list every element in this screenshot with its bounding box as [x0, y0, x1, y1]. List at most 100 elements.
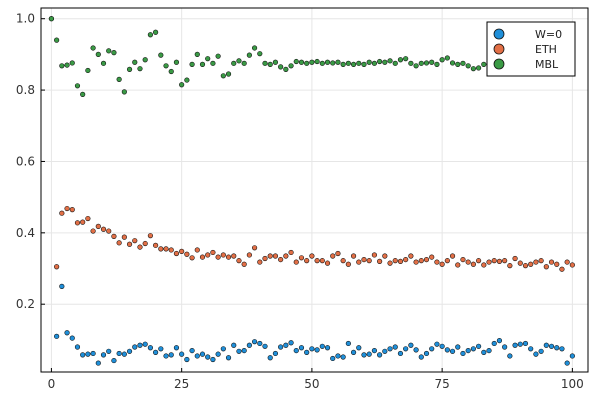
data-point	[350, 253, 357, 259]
data-point	[507, 353, 513, 359]
data-point	[382, 253, 388, 259]
data-point	[257, 340, 263, 347]
data-point	[54, 333, 60, 339]
data-point	[382, 59, 388, 65]
data-point	[126, 241, 133, 247]
legend-label: W=0	[535, 28, 562, 41]
x-tick-label: 75	[434, 377, 449, 391]
data-point	[548, 343, 555, 349]
data-point	[236, 258, 242, 264]
data-point	[111, 357, 117, 364]
data-point	[366, 59, 372, 65]
data-point	[392, 60, 398, 66]
data-point	[153, 242, 159, 248]
data-point	[449, 253, 456, 259]
plot-frame	[40, 7, 589, 373]
data-point	[111, 233, 117, 239]
data-point	[470, 346, 476, 352]
data-point	[564, 259, 570, 265]
data-point	[377, 58, 383, 65]
data-point	[189, 61, 195, 67]
data-point	[429, 59, 435, 65]
data-point	[215, 254, 221, 260]
data-point	[210, 356, 216, 363]
y-tick-label: 0.4	[16, 226, 35, 240]
grid-lines	[41, 8, 588, 372]
data-point	[267, 355, 273, 361]
data-point	[345, 340, 351, 347]
legend-marker	[493, 43, 505, 55]
data-point	[137, 342, 143, 348]
data-point	[231, 342, 237, 348]
data-point	[522, 340, 529, 347]
data-point	[528, 261, 534, 267]
data-point	[100, 352, 107, 358]
data-point	[444, 258, 450, 264]
data-point	[147, 32, 153, 38]
data-point	[59, 283, 65, 289]
data-point	[335, 59, 341, 65]
data-point	[132, 238, 138, 244]
axis-ticks: 0 25 50 75 100 0.2 0.4 0.6 0.8 1.0	[16, 12, 584, 391]
data-point	[278, 64, 284, 70]
data-point	[486, 347, 492, 354]
data-point	[392, 258, 398, 264]
data-point	[324, 345, 331, 351]
data-point	[184, 356, 190, 363]
data-point	[371, 347, 378, 354]
data-point	[163, 353, 169, 359]
data-point	[397, 350, 404, 357]
data-point	[168, 247, 174, 253]
data-point	[470, 261, 476, 267]
data-point	[366, 351, 372, 357]
x-tick-label: 0	[48, 377, 56, 391]
data-point	[85, 351, 91, 357]
data-point	[74, 344, 81, 350]
data-point	[90, 350, 96, 357]
data-point	[173, 345, 180, 351]
data-point	[455, 61, 461, 67]
data-point	[293, 259, 299, 265]
data-point	[225, 71, 232, 77]
data-point	[116, 350, 122, 357]
data-point	[278, 256, 284, 263]
data-point	[340, 258, 346, 264]
data-point	[106, 228, 112, 234]
data-point	[340, 354, 346, 360]
legend-marker	[493, 28, 505, 40]
data-point	[324, 59, 331, 65]
data-point	[215, 351, 221, 357]
data-point	[116, 76, 122, 82]
data-point	[142, 341, 148, 347]
data-point	[517, 260, 523, 266]
data-point	[298, 59, 305, 65]
data-point	[423, 256, 430, 263]
data-point	[126, 66, 133, 72]
data-point	[554, 345, 560, 351]
data-point	[502, 258, 508, 264]
data-point	[408, 342, 414, 348]
data-point	[418, 60, 424, 66]
data-point	[199, 351, 206, 357]
data-point	[64, 205, 70, 212]
data-point	[85, 215, 91, 222]
data-point	[309, 253, 315, 259]
data-point	[361, 61, 367, 67]
data-point	[262, 343, 268, 349]
data-point	[205, 354, 211, 360]
data-point	[559, 266, 565, 272]
data-point	[543, 342, 549, 348]
data-point	[272, 350, 279, 357]
data-point	[434, 61, 440, 67]
data-point	[80, 352, 86, 358]
data-point	[408, 253, 414, 259]
data-point	[184, 77, 190, 83]
data-point	[236, 348, 242, 354]
data-point	[283, 66, 289, 72]
legend-marker	[493, 58, 505, 70]
legend: W=0 ETH MBL	[486, 21, 576, 77]
data-point	[481, 61, 487, 67]
data-point	[90, 45, 96, 51]
data-point	[132, 59, 138, 65]
